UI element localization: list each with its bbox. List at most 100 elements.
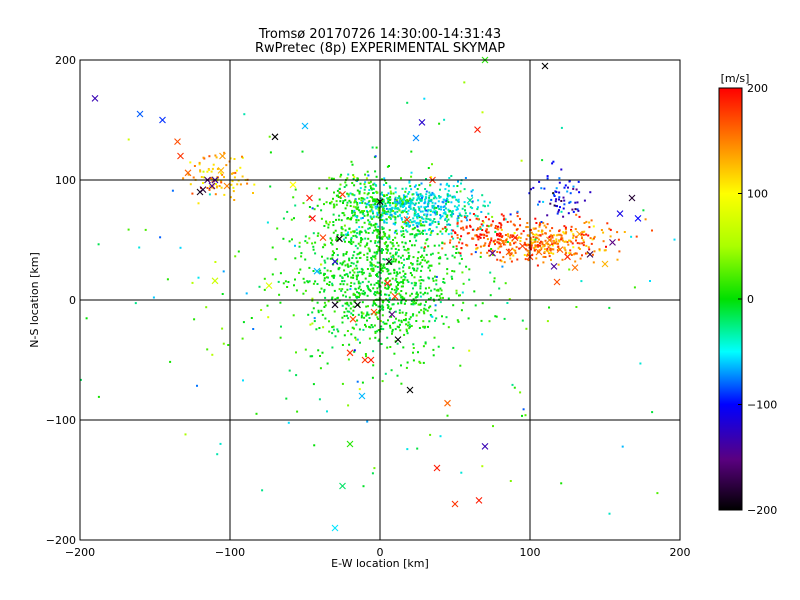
- velocity-dot: [523, 254, 526, 256]
- velocity-dot: [380, 191, 383, 194]
- velocity-dot: [214, 193, 217, 196]
- velocity-dot: [471, 228, 474, 231]
- velocity-dot: [532, 227, 535, 230]
- velocity-dot: [449, 239, 452, 242]
- velocity-dot: [465, 225, 468, 228]
- velocity-dot: [547, 243, 550, 246]
- velocity-dot: [328, 176, 331, 179]
- velocity-dot: [456, 199, 459, 202]
- velocity-cross-marker: [391, 293, 399, 300]
- velocity-dot: [341, 276, 344, 279]
- velocity-dot: [220, 172, 222, 175]
- velocity-dot: [366, 196, 369, 199]
- velocity-dot: [469, 212, 472, 215]
- velocity-dot: [377, 241, 379, 244]
- velocity-dot: [651, 229, 653, 232]
- velocity-dot: [381, 270, 384, 273]
- velocity-dot: [401, 187, 404, 190]
- velocity-dot: [365, 355, 367, 358]
- velocity-dot: [558, 229, 561, 232]
- velocity-dot: [537, 203, 539, 206]
- velocity-dot: [365, 305, 368, 308]
- velocity-dot: [127, 228, 130, 231]
- velocity-dot: [390, 209, 393, 212]
- velocity-dot: [323, 267, 326, 270]
- velocity-dot: [519, 391, 522, 394]
- velocity-cross-marker: [634, 215, 642, 222]
- velocity-dot: [381, 211, 384, 214]
- velocity-dot: [391, 206, 394, 209]
- velocity-dot: [435, 279, 438, 282]
- velocity-dot: [415, 191, 418, 194]
- velocity-dot: [527, 234, 530, 237]
- velocity-dot: [404, 299, 407, 302]
- velocity-dot: [459, 252, 462, 255]
- velocity-dot: [434, 304, 437, 307]
- velocity-dot: [501, 265, 504, 268]
- velocity-dot: [407, 281, 410, 283]
- velocity-dot: [360, 197, 363, 199]
- velocity-dot: [651, 411, 654, 414]
- velocity-dot: [425, 221, 428, 223]
- velocity-dot: [292, 196, 295, 199]
- velocity-dot: [352, 292, 355, 295]
- velocity-dot: [427, 167, 430, 169]
- velocity-dot: [410, 198, 413, 201]
- velocity-dot: [467, 203, 470, 206]
- velocity-dot: [294, 278, 296, 281]
- velocity-dot: [304, 348, 307, 351]
- velocity-dot: [371, 304, 374, 307]
- velocity-dot: [451, 277, 454, 280]
- velocity-dot: [383, 209, 386, 212]
- velocity-dot: [197, 202, 200, 205]
- velocity-dot: [428, 264, 431, 267]
- velocity-dot: [519, 224, 522, 227]
- velocity-dot: [287, 421, 290, 424]
- velocity-dot: [520, 232, 523, 235]
- velocity-dot: [424, 259, 427, 262]
- velocity-dot: [152, 296, 155, 299]
- velocity-dot: [424, 207, 426, 210]
- velocity-dot: [553, 204, 556, 207]
- velocity-dot: [437, 251, 440, 254]
- velocity-dot: [355, 206, 357, 209]
- velocity-dot: [421, 210, 424, 213]
- velocity-dot: [396, 287, 399, 290]
- velocity-dot: [369, 290, 372, 293]
- velocity-dot: [460, 182, 462, 185]
- velocity-dot: [347, 173, 350, 176]
- velocity-dot: [403, 333, 406, 336]
- velocity-dot: [500, 224, 503, 227]
- velocity-dot: [341, 316, 344, 319]
- velocity-dot: [487, 225, 490, 228]
- velocity-dot: [291, 238, 293, 241]
- velocity-cross-marker: [336, 235, 343, 243]
- velocity-dot: [367, 181, 370, 184]
- velocity-dot: [197, 276, 200, 279]
- velocity-dot: [398, 195, 401, 198]
- velocity-dot: [410, 188, 413, 191]
- velocity-dot: [388, 216, 390, 219]
- velocity-dot: [536, 237, 539, 240]
- velocity-dot: [552, 160, 555, 163]
- velocity-dot: [241, 337, 244, 340]
- velocity-dot: [587, 246, 590, 249]
- velocity-dot: [356, 177, 359, 180]
- velocity-dot: [546, 175, 549, 178]
- velocity-dot: [415, 302, 417, 305]
- velocity-dot: [581, 242, 584, 245]
- velocity-dot: [206, 187, 209, 189]
- velocity-dot: [393, 268, 396, 271]
- velocity-dot: [457, 251, 460, 254]
- velocity-dot: [335, 248, 338, 250]
- velocity-dot: [357, 313, 360, 316]
- velocity-dot: [513, 224, 516, 227]
- velocity-dot: [300, 252, 303, 255]
- velocity-dot: [231, 172, 233, 175]
- velocity-dot: [362, 271, 365, 274]
- velocity-dot: [475, 248, 478, 251]
- velocity-dot: [582, 239, 585, 242]
- velocity-dot: [356, 291, 359, 294]
- velocity-dot: [476, 206, 479, 209]
- velocity-dot: [566, 241, 569, 244]
